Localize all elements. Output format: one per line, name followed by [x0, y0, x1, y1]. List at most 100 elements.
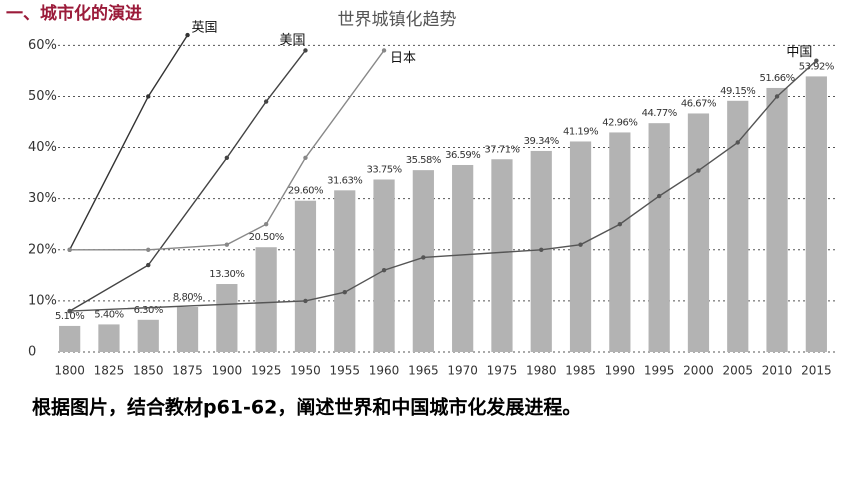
line-point [656, 193, 662, 199]
series-label: 中国 [786, 45, 812, 60]
line-point [381, 48, 387, 53]
y-tick-label: 60% [28, 38, 57, 53]
value-label: 35.58% [406, 155, 441, 166]
line-point [814, 58, 819, 63]
x-tick-label: 1900 [212, 364, 243, 378]
x-tick-label: 1980 [526, 364, 557, 378]
line-point [381, 268, 387, 273]
x-tick-label: 2005 [722, 364, 753, 378]
x-tick-label: 1825 [94, 364, 125, 378]
x-tick-label: 1975 [487, 364, 518, 378]
line-point [263, 99, 269, 104]
value-label: 44.77% [642, 108, 677, 119]
value-label: 41.19% [563, 126, 598, 137]
line-point [696, 168, 701, 173]
bar [176, 307, 199, 352]
y-tick-label: 40% [28, 140, 57, 155]
bar [766, 87, 788, 353]
x-tick-label: 1960 [369, 364, 400, 378]
line-point [146, 262, 151, 268]
line-point [146, 247, 151, 252]
value-label: 53.92% [799, 61, 834, 72]
value-label: 31.63% [327, 175, 362, 186]
line-point [224, 242, 230, 247]
x-tick-label: 1875 [172, 364, 203, 378]
line-point [303, 155, 308, 160]
bar [334, 190, 356, 352]
line-point [617, 222, 623, 227]
y-tick-label: 0 [28, 345, 36, 360]
bar [216, 284, 238, 352]
value-label: 46.67% [681, 98, 716, 109]
x-tick-label: 2000 [683, 364, 714, 378]
bar [648, 123, 670, 352]
line-point [735, 140, 740, 145]
value-label: 33.75% [366, 165, 401, 176]
value-label: 36.59% [445, 150, 480, 161]
line-point [421, 255, 426, 260]
value-label: 13.30% [209, 269, 244, 280]
x-tick-label: 1850 [133, 364, 164, 378]
value-label: 5.10% [55, 311, 84, 322]
bar [373, 179, 395, 352]
value-label: 49.15% [720, 86, 755, 97]
bar [294, 200, 317, 352]
line-point [67, 247, 72, 252]
value-label: 37.71% [484, 144, 519, 155]
bar [452, 164, 474, 352]
bar [687, 113, 710, 352]
bar [59, 325, 81, 352]
value-label: 39.34% [524, 136, 559, 147]
x-tick-label: 2015 [801, 364, 832, 378]
value-label: 42.96% [602, 117, 637, 128]
value-label: 20.50% [249, 232, 284, 243]
series-label: 日本 [390, 51, 416, 66]
x-tick-label: 1800 [54, 364, 85, 378]
value-label: 6.30% [134, 305, 163, 316]
bar [412, 170, 434, 352]
heading: 一、城市化的演进 [6, 3, 142, 24]
series-label: 英国 [192, 21, 218, 36]
x-tick-label: 1925 [251, 364, 282, 378]
value-label: 51.66% [759, 73, 794, 84]
x-tick-label: 1950 [290, 364, 321, 378]
chart-title: 世界城镇化趋势 [338, 10, 457, 30]
line-point [774, 94, 780, 99]
bar [805, 76, 827, 353]
line-point [539, 247, 544, 252]
value-label: 29.60% [288, 186, 323, 197]
y-tick-label: 10% [28, 293, 57, 308]
y-tick-label: 50% [28, 89, 57, 104]
line-point [303, 298, 308, 304]
bar [609, 132, 631, 352]
line-point [67, 308, 72, 314]
x-tick-label: 1970 [447, 364, 478, 378]
line-point [224, 155, 230, 160]
x-tick-label: 1985 [565, 364, 596, 378]
line-point [342, 290, 347, 295]
y-tick-label: 30% [28, 191, 57, 206]
bar [98, 324, 120, 352]
line-point [303, 48, 308, 53]
bar [491, 159, 513, 352]
line-point [185, 32, 190, 38]
bar [727, 100, 749, 353]
x-tick-label: 1955 [329, 364, 360, 378]
caption: 根据图片，结合教材p61-62，阐述世界和中国城市化发展进程。 [32, 396, 581, 419]
x-tick-label: 1965 [408, 364, 439, 378]
series-label: 美国 [279, 33, 305, 48]
x-tick-label: 1990 [605, 364, 636, 378]
line-series [69, 34, 189, 251]
value-label: 8.80% [173, 292, 202, 303]
bar [255, 247, 277, 352]
x-tick-label: 1995 [644, 364, 675, 378]
value-label: 5.40% [94, 309, 123, 320]
y-tick-label: 20% [28, 242, 57, 257]
line-series [69, 50, 385, 251]
x-tick-label: 2010 [762, 364, 793, 378]
line-point [263, 222, 269, 227]
bar [137, 319, 159, 352]
line-point [578, 242, 583, 247]
line-point [146, 94, 151, 99]
